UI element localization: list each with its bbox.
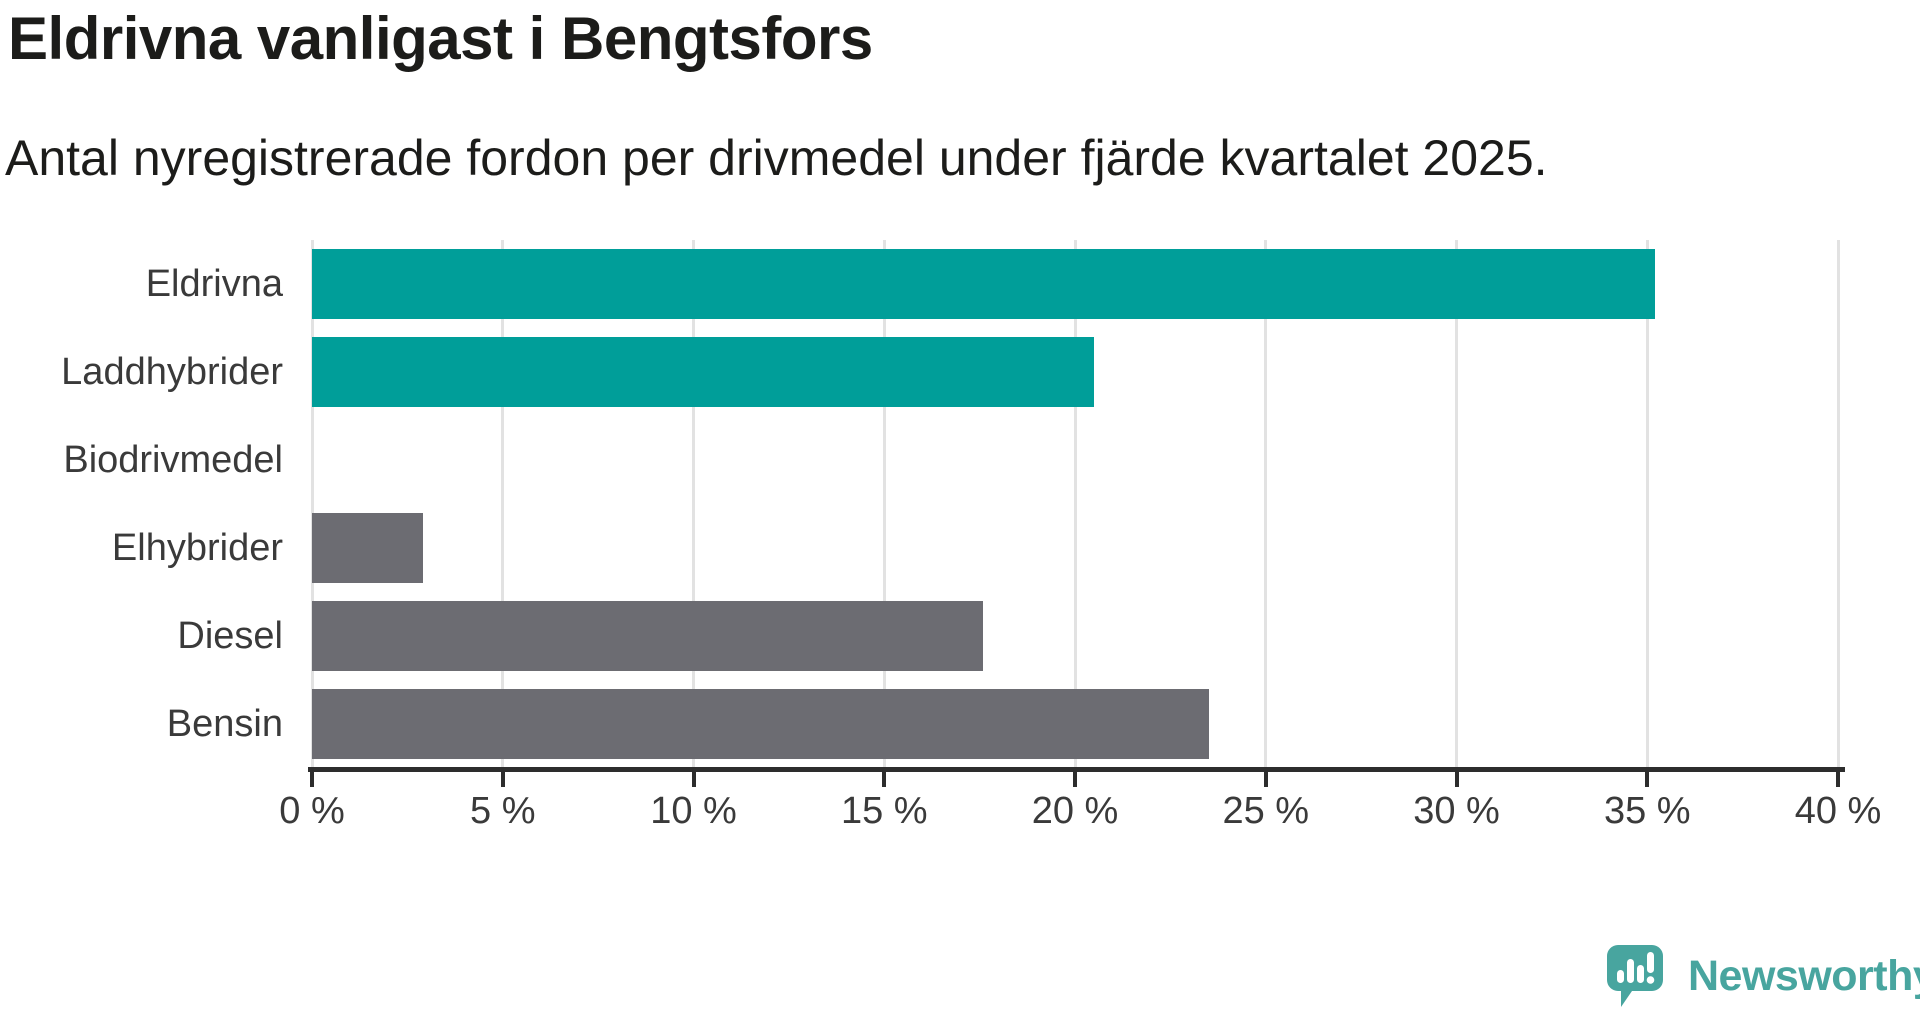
x-tick-15 (882, 767, 887, 787)
bar-bensin (312, 689, 1209, 759)
x-tick-label-20: 20 % (1031, 790, 1119, 832)
bar-elhybrider (312, 513, 423, 583)
plot-area (310, 240, 1840, 768)
bar-laddhybrider (312, 337, 1094, 407)
gridline-30 (1455, 240, 1458, 768)
gridline-35 (1645, 240, 1649, 768)
x-tick-25 (1263, 767, 1268, 787)
x-tick-label-0: 0 % (279, 790, 345, 832)
bar-eldrivna (312, 249, 1655, 319)
x-tick-40 (1836, 767, 1840, 787)
x-tick-label-5: 5 % (470, 790, 536, 832)
category-label-biodrivmedel: Biodrivmedel (63, 438, 283, 481)
x-tick-label-25: 25 % (1222, 790, 1310, 832)
x-tick-label-35: 35 % (1603, 790, 1691, 832)
gridline-40 (1836, 240, 1840, 768)
x-tick-label-30: 30 % (1413, 790, 1500, 832)
x-tick-label-40: 40 % (1794, 790, 1882, 832)
x-tick-35 (1645, 767, 1650, 787)
category-label-laddhybrider: Laddhybrider (61, 350, 283, 393)
x-tick-10 (691, 767, 696, 787)
gridline-15 (882, 240, 886, 768)
x-tick-label-15: 15 % (840, 790, 928, 832)
chart-title: Eldrivna vanligast i Bengtsfors (8, 5, 873, 72)
category-label-bensin: Bensin (166, 702, 283, 745)
gridline-0 (310, 240, 314, 768)
gridline-20 (1073, 240, 1077, 768)
chart-subtitle: Antal nyregistrerade fordon per drivmede… (5, 130, 1548, 186)
gridline-25 (1264, 240, 1268, 768)
x-tick-0 (310, 767, 314, 787)
category-label-diesel: Diesel (177, 614, 283, 657)
newsworthy-brand-text: Newsworthy (1688, 952, 1920, 1000)
x-tick-30 (1454, 767, 1459, 787)
x-tick-20 (1073, 767, 1077, 787)
category-label-eldrivna: Eldrivna (145, 262, 283, 305)
gridline-5 (501, 240, 505, 768)
gridline-10 (692, 240, 695, 768)
x-tick-label-10: 10 % (650, 790, 737, 832)
newsworthy-logo-icon (1607, 945, 1663, 1007)
x-tick-5 (500, 767, 505, 787)
newsworthy-brand: Newsworthy (1606, 944, 1920, 1008)
bar-diesel (312, 601, 983, 671)
category-label-elhybrider: Elhybrider (111, 526, 283, 569)
